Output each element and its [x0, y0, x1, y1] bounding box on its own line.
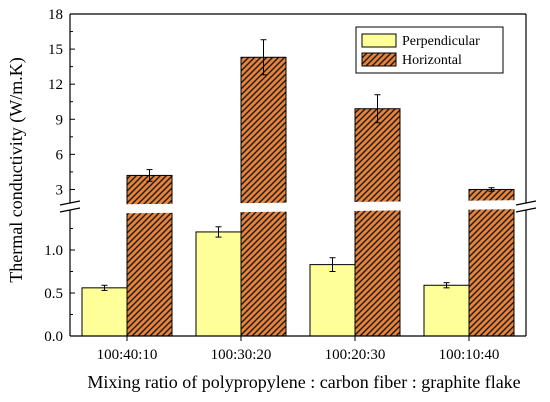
- legend-label-horizontal: Horizontal: [402, 53, 462, 68]
- bars-layer: [81, 56, 515, 337]
- y-tick-label-upper-5: 18: [48, 7, 63, 23]
- legend-swatch-horizontal: [361, 52, 397, 67]
- y-tick-label-lower-1: 0.5: [44, 286, 63, 302]
- bar-perpendicular-4: [423, 284, 470, 337]
- error-bar-horizontal-4: [488, 187, 495, 192]
- bar-perpendicular-1: [81, 287, 128, 337]
- error-bar-horizontal-2: [260, 39, 267, 76]
- labels-layer: 0.0 0.5 1.0 3 6 9 12 15 18 100:40:10 100:30:20 100:…: [6, 7, 521, 392]
- y-tick-label-upper-1: 6: [56, 147, 64, 163]
- x-tick-label-2: 100:30:20: [211, 347, 272, 363]
- bar-horizontal-1: [126, 174, 173, 337]
- x-tick-label-3: 100:20:30: [325, 347, 386, 363]
- bar-horizontal-3: [354, 108, 401, 337]
- y-tick-label-upper-2: 9: [56, 112, 64, 128]
- bar-horizontal-2: [240, 56, 287, 337]
- legend-label-perpendicular: Perpendicular: [402, 34, 480, 49]
- error-bar-perpendicular-4: [443, 282, 450, 289]
- x-tick-label-1: 100:40:10: [97, 347, 158, 363]
- error-bar-horizontal-1: [146, 169, 153, 182]
- bar-perpendicular-3: [309, 264, 356, 337]
- bar-horizontal-4: [468, 188, 515, 337]
- axes-layer: [69, 13, 527, 341]
- y-tick-label-upper-3: 12: [48, 77, 63, 93]
- axis-break-gap: [60, 200, 536, 214]
- x-tick-label-4: 100:10:40: [439, 347, 500, 363]
- error-bars-layer: [101, 39, 495, 291]
- y-tick-label-upper-4: 15: [48, 42, 63, 58]
- error-bar-perpendicular-1: [101, 284, 108, 291]
- bar-perpendicular-2: [195, 231, 242, 337]
- error-bar-perpendicular-3: [329, 257, 336, 272]
- y-tick-label-lower-2: 1.0: [44, 243, 63, 259]
- legend-swatch-perpendicular: [361, 33, 397, 48]
- y-tick-label-upper-0: 3: [56, 182, 64, 198]
- legend: Perpendicular Horizontal: [355, 26, 504, 74]
- y-tick-label-lower-0: 0.0: [44, 329, 63, 345]
- error-bar-horizontal-3: [374, 94, 381, 124]
- error-bar-perpendicular-2: [215, 226, 222, 238]
- y-axis-title: Thermal conductivity (W/m.K): [6, 57, 27, 282]
- x-axis-title: Mixing ratio of polypropylene : carbon f…: [87, 372, 520, 392]
